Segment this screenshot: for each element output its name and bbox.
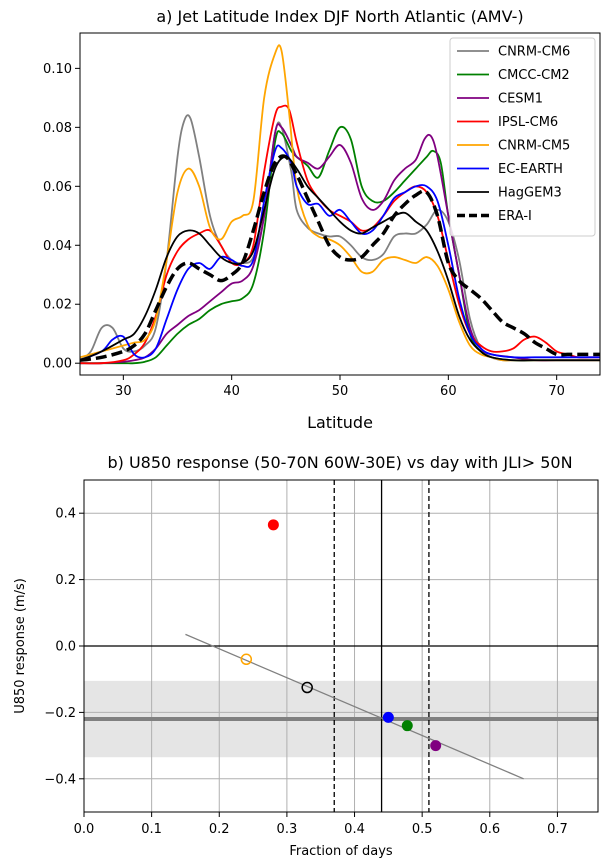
y-tick-label: 0.00 bbox=[43, 357, 72, 372]
series-line-cnrm-cm5 bbox=[80, 44, 600, 362]
x-tick-label: 30 bbox=[115, 384, 132, 399]
panel-a-x-axis-title: Latitude bbox=[307, 413, 373, 432]
y-tick-label: 0.02 bbox=[43, 298, 72, 313]
panel-a-series-group bbox=[80, 44, 600, 365]
legend-label-cnrm-cm5: CNRM-CM5 bbox=[498, 139, 570, 154]
y-tick-label: 0.4 bbox=[55, 507, 76, 522]
panel-b-x-ticks: 0.0 0.1 0.2 0.3 0.4 0.5 0.6 0.7 bbox=[74, 812, 568, 837]
scatter-point-cmcc-cm2 bbox=[401, 720, 413, 732]
x-tick-label: 0.4 bbox=[344, 822, 365, 837]
series-line-ipsl-cm6 bbox=[80, 104, 600, 365]
series-line-cesm1 bbox=[80, 123, 600, 365]
legend-label-ipsl-cm6: IPSL-CM6 bbox=[498, 115, 558, 130]
x-tick-label: 60 bbox=[440, 384, 457, 399]
panel-b-y-ticks: −0.4 −0.2 0.0 0.2 0.4 bbox=[44, 507, 84, 787]
legend-label-ec-earth: EC-EARTH bbox=[498, 162, 563, 177]
x-tick-label: 0.7 bbox=[547, 822, 568, 837]
legend-label-cmcc-cm2: CMCC-CM2 bbox=[498, 68, 570, 83]
panel-b-u850-scatter: b) U850 response (50-70N 60W-30E) vs day… bbox=[13, 453, 599, 859]
y-tick-label: 0.08 bbox=[43, 121, 72, 136]
panel-b-x-axis-title: Fraction of days bbox=[289, 844, 393, 859]
x-tick-label: 0.5 bbox=[412, 822, 433, 837]
scatter-point-ipsl-cm6 bbox=[267, 519, 279, 531]
scatter-point-cesm1 bbox=[430, 740, 442, 752]
x-tick-label: 0.0 bbox=[74, 822, 95, 837]
panel-a-title: a) Jet Latitude Index DJF North Atlantic… bbox=[156, 7, 523, 26]
series-line-ec-earth bbox=[80, 144, 600, 362]
x-tick-label: 50 bbox=[332, 384, 349, 399]
x-tick-label: 0.6 bbox=[479, 822, 500, 837]
legend-label-haggem3: HagGEM3 bbox=[498, 186, 562, 201]
y-tick-label: −0.4 bbox=[44, 772, 76, 787]
legend-frame bbox=[449, 37, 596, 237]
y-tick-label: 0.0 bbox=[55, 640, 76, 655]
legend-label-cesm1: CESM1 bbox=[498, 92, 543, 107]
x-tick-label: 70 bbox=[548, 384, 565, 399]
y-tick-label: 0.06 bbox=[43, 180, 72, 195]
legend-label-cnrm-cm6: CNRM-CM6 bbox=[498, 45, 570, 60]
panel-a-x-ticks: 30 40 50 60 70 bbox=[115, 375, 565, 399]
panel-b-y-axis-title: U850 response (m/s) bbox=[13, 578, 28, 714]
scatter-point-haggem3 bbox=[301, 681, 313, 694]
legend-label-era-i: ERA-I bbox=[498, 209, 532, 224]
panel-b-title: b) U850 response (50-70N 60W-30E) vs day… bbox=[107, 453, 572, 472]
x-tick-label: 0.3 bbox=[277, 822, 298, 837]
scatter-point-ec-earth bbox=[382, 711, 394, 723]
x-tick-label: 0.1 bbox=[141, 822, 162, 837]
panel-a-y-ticks: 0.00 0.02 0.04 0.06 0.08 0.10 bbox=[43, 62, 80, 372]
scatter-point-cnrm-cm5 bbox=[240, 653, 253, 666]
y-tick-label: 0.2 bbox=[55, 573, 76, 588]
x-tick-label: 0.2 bbox=[209, 822, 230, 837]
y-tick-label: −0.2 bbox=[44, 706, 76, 721]
panel-a-legend: CNRM-CM6 CMCC-CM2 CESM1 IPSL-CM6 CNRM-CM5 EC-… bbox=[449, 37, 596, 237]
panel-b-plot-body bbox=[84, 480, 598, 812]
panel-a-jet-latitude-chart: a) Jet Latitude Index DJF North Atlantic… bbox=[43, 7, 601, 432]
y-tick-label: 0.04 bbox=[43, 239, 72, 254]
y-tick-label: 0.10 bbox=[43, 62, 72, 77]
series-line-haggem3 bbox=[80, 155, 600, 362]
series-line-era-i bbox=[80, 154, 600, 362]
x-tick-label: 40 bbox=[223, 384, 240, 399]
